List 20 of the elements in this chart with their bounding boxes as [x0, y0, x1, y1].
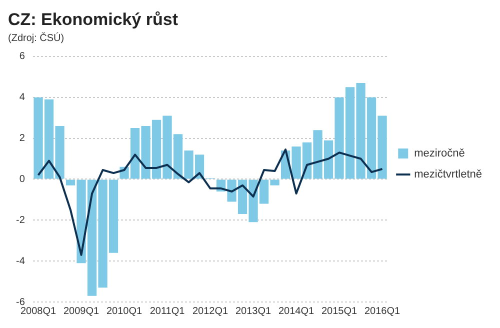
x-tick-label: 2013Q1 — [235, 306, 272, 317]
y-tick-label: 2 — [19, 133, 26, 144]
legend-label: mezičtvrtletně — [414, 168, 482, 181]
y-tick-label: 0 — [19, 174, 26, 185]
y-tick-label: 4 — [19, 92, 26, 104]
chart-title: CZ: Ekonomický růst — [8, 10, 178, 29]
y-tick-label: -2 — [16, 214, 26, 226]
y-tick-label: -6 — [16, 296, 26, 308]
x-tick-label: 2016Q1 — [364, 306, 400, 317]
chart-subtitle: (Zdroj: ČSÚ) — [8, 32, 64, 44]
x-tick-label: 2014Q1 — [278, 306, 314, 317]
x-tick-label: 2011Q1 — [150, 306, 186, 317]
x-tick-label: 2008Q1 — [20, 306, 56, 317]
x-tick-label: 2009Q1 — [63, 306, 100, 317]
x-tick-label: 2010Q1 — [106, 306, 142, 317]
y-tick-label: 6 — [19, 51, 26, 62]
x-tick-label: 2015Q1 — [321, 306, 358, 317]
y-tick-label: -4 — [16, 256, 26, 267]
legend-label: meziročně — [414, 148, 465, 160]
x-tick-label: 2012Q1 — [192, 306, 228, 317]
